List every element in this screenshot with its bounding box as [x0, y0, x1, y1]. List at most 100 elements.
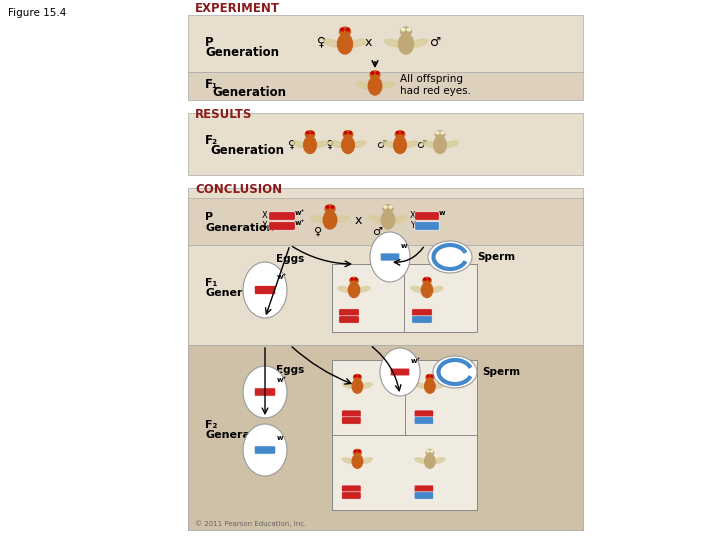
Ellipse shape	[394, 137, 406, 153]
Ellipse shape	[444, 141, 458, 147]
Ellipse shape	[425, 379, 435, 393]
Bar	[332, 435, 477, 510]
Ellipse shape	[341, 137, 354, 153]
FancyBboxPatch shape	[380, 253, 400, 261]
FancyBboxPatch shape	[414, 492, 433, 499]
Text: F₁: F₁	[205, 78, 218, 91]
FancyBboxPatch shape	[254, 446, 276, 454]
Ellipse shape	[433, 356, 477, 388]
Text: Generation: Generation	[210, 144, 284, 157]
Ellipse shape	[331, 206, 334, 208]
Text: w⁺: w⁺	[432, 309, 441, 314]
Text: F₁: F₁	[205, 278, 217, 288]
Ellipse shape	[376, 72, 379, 74]
Ellipse shape	[396, 132, 399, 134]
Ellipse shape	[433, 383, 445, 388]
Text: Generation: Generation	[205, 223, 274, 233]
Ellipse shape	[351, 278, 353, 280]
Ellipse shape	[344, 132, 347, 134]
Ellipse shape	[383, 205, 393, 213]
Ellipse shape	[354, 374, 361, 381]
Ellipse shape	[243, 366, 287, 418]
Ellipse shape	[338, 34, 353, 54]
Bar	[188, 198, 583, 245]
FancyBboxPatch shape	[342, 417, 361, 424]
Text: w: w	[277, 435, 284, 441]
Text: w⁺: w⁺	[411, 358, 421, 364]
Ellipse shape	[343, 383, 354, 388]
Text: ♂: ♂	[411, 397, 420, 406]
Text: ♀: ♀	[340, 472, 346, 481]
Text: x: x	[354, 213, 361, 226]
Ellipse shape	[305, 131, 315, 138]
Text: Generation: Generation	[205, 288, 274, 298]
Ellipse shape	[306, 132, 309, 134]
FancyBboxPatch shape	[414, 410, 433, 417]
Ellipse shape	[426, 374, 433, 381]
Ellipse shape	[427, 375, 429, 377]
FancyBboxPatch shape	[390, 368, 410, 376]
Bar	[188, 245, 583, 345]
Bar	[332, 264, 477, 332]
Text: ♀: ♀	[288, 140, 296, 150]
Ellipse shape	[380, 348, 420, 396]
Text: EXPERIMENT: EXPERIMENT	[195, 2, 280, 15]
FancyBboxPatch shape	[339, 309, 359, 316]
Text: w⁺: w⁺	[433, 411, 441, 416]
Text: ♀: ♀	[318, 36, 327, 49]
Text: w⁺: w⁺	[361, 493, 368, 498]
FancyBboxPatch shape	[254, 286, 276, 294]
Ellipse shape	[423, 278, 431, 284]
Ellipse shape	[408, 28, 410, 31]
Ellipse shape	[311, 132, 314, 134]
Bar	[188, 345, 583, 530]
Bar	[332, 360, 477, 510]
Ellipse shape	[428, 241, 472, 273]
Ellipse shape	[400, 27, 412, 36]
Text: ♂: ♂	[430, 36, 441, 49]
Ellipse shape	[401, 132, 404, 134]
Text: X: X	[262, 211, 268, 219]
FancyBboxPatch shape	[342, 410, 361, 417]
Ellipse shape	[415, 383, 426, 388]
Ellipse shape	[343, 458, 354, 463]
Text: All offspring
had red eyes.: All offspring had red eyes.	[400, 74, 471, 96]
Ellipse shape	[384, 39, 401, 47]
FancyBboxPatch shape	[339, 316, 359, 323]
Ellipse shape	[243, 262, 287, 318]
Text: x: x	[364, 36, 372, 49]
Text: Generation: Generation	[212, 86, 286, 99]
Ellipse shape	[304, 137, 316, 153]
Bar	[332, 264, 404, 332]
Text: w⁺: w⁺	[277, 274, 287, 280]
Ellipse shape	[398, 34, 413, 54]
Ellipse shape	[340, 27, 351, 36]
Ellipse shape	[404, 141, 418, 147]
Ellipse shape	[395, 131, 405, 138]
FancyBboxPatch shape	[414, 417, 433, 424]
Text: Sperm: Sperm	[477, 252, 515, 262]
Ellipse shape	[428, 278, 431, 280]
Ellipse shape	[370, 71, 380, 79]
Bar	[188, 15, 583, 72]
Ellipse shape	[361, 383, 372, 388]
Ellipse shape	[425, 454, 435, 468]
Ellipse shape	[354, 375, 356, 377]
Text: ♂: ♂	[416, 140, 426, 150]
Ellipse shape	[436, 132, 439, 134]
Ellipse shape	[349, 132, 352, 134]
Ellipse shape	[370, 232, 410, 282]
Ellipse shape	[350, 278, 358, 284]
FancyBboxPatch shape	[412, 309, 432, 316]
Ellipse shape	[314, 141, 328, 147]
Text: ♂: ♂	[412, 296, 420, 306]
Ellipse shape	[350, 39, 366, 47]
Ellipse shape	[431, 375, 433, 377]
Ellipse shape	[411, 286, 423, 292]
Ellipse shape	[431, 286, 443, 292]
Text: ♀: ♀	[340, 397, 346, 406]
Text: w: w	[359, 316, 364, 321]
Ellipse shape	[384, 206, 387, 208]
Ellipse shape	[243, 424, 287, 476]
Ellipse shape	[421, 282, 433, 298]
